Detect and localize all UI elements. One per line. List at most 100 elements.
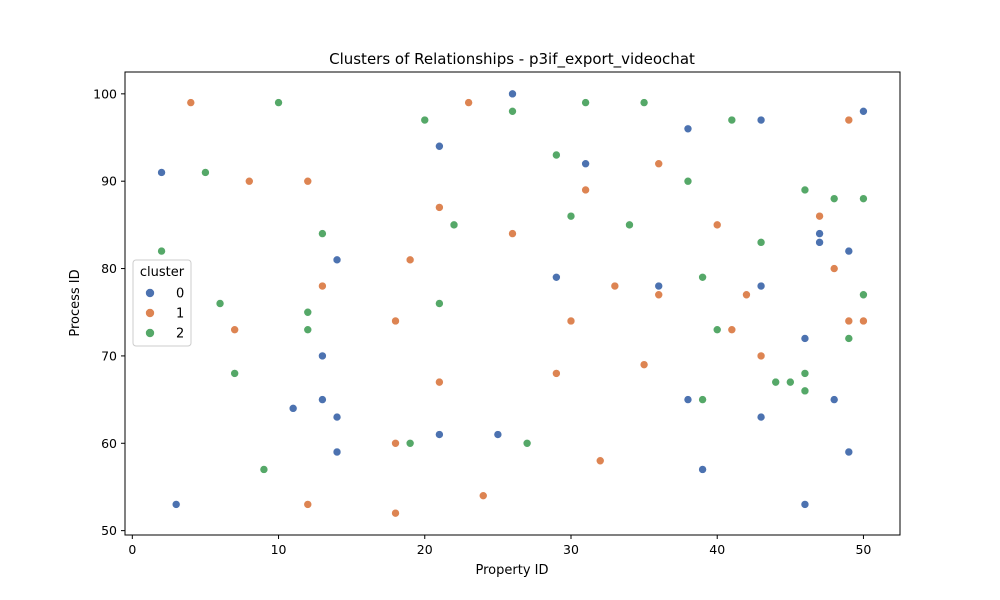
data-point-cluster-0 (756, 412, 766, 422)
data-point-cluster-0 (800, 334, 810, 343)
legend: cluster 0 1 2 (132, 259, 192, 347)
legend-title: cluster (140, 265, 185, 280)
data-point-cluster-0 (435, 430, 444, 439)
legend-marker-cluster-0 (145, 288, 155, 298)
legend-label-cluster-2: 2 (176, 327, 184, 342)
data-point-cluster-1 (610, 281, 620, 291)
x-tick-label: 50 (855, 542, 871, 557)
data-point-cluster-0 (552, 272, 561, 282)
data-point-cluster-0 (698, 465, 707, 474)
data-point-cluster-1 (230, 325, 239, 335)
data-point-cluster-0 (318, 351, 327, 361)
data-point-cluster-1 (391, 508, 400, 518)
data-point-cluster-0 (435, 141, 444, 151)
data-point-cluster-1 (405, 255, 415, 265)
data-point-cluster-1 (508, 229, 517, 238)
data-point-cluster-2 (157, 246, 166, 256)
x-axis-label: Property ID (476, 563, 549, 578)
data-point-cluster-1 (581, 185, 590, 195)
data-point-cluster-0 (332, 447, 342, 457)
data-point-cluster-2 (566, 211, 576, 221)
data-point-cluster-0 (844, 447, 854, 457)
data-point-cluster-2 (786, 377, 795, 387)
data-point-cluster-2 (522, 438, 532, 448)
data-point-cluster-2 (859, 194, 868, 203)
data-point-cluster-0 (493, 430, 503, 439)
data-point-cluster-1 (435, 203, 444, 212)
legend-marker-cluster-1 (145, 308, 155, 318)
data-point-cluster-2 (303, 325, 313, 335)
x-tick-label: 30 (563, 542, 579, 557)
data-point-cluster-1 (756, 351, 766, 361)
data-point-cluster-0 (581, 159, 590, 169)
data-point-cluster-0 (756, 281, 766, 291)
legend-label-cluster-0: 0 (176, 287, 184, 302)
data-point-cluster-1 (566, 316, 576, 326)
data-point-cluster-0 (683, 395, 693, 404)
data-point-cluster-1 (727, 325, 737, 335)
data-point-cluster-2 (303, 307, 313, 317)
data-point-cluster-2 (435, 299, 444, 308)
data-point-cluster-1 (844, 115, 854, 125)
data-point-cluster-2 (756, 238, 766, 247)
data-point-cluster-2 (698, 395, 707, 404)
y-tick-label: 80 (101, 261, 117, 276)
data-point-cluster-2 (698, 272, 707, 282)
data-point-cluster-0 (332, 412, 342, 422)
legend-label-cluster-1: 1 (176, 307, 184, 322)
data-point-cluster-0 (756, 115, 766, 125)
legend-box (132, 259, 192, 347)
data-point-cluster-2 (449, 220, 459, 230)
data-point-cluster-1 (391, 316, 400, 326)
data-point-cluster-1 (464, 98, 473, 107)
data-point-cluster-2 (800, 185, 810, 195)
data-point-cluster-1 (859, 316, 868, 326)
plot-frame (124, 71, 901, 536)
data-point-cluster-1 (303, 500, 313, 509)
y-axis-label: Process ID (68, 269, 83, 336)
data-point-cluster-1 (742, 290, 751, 300)
x-tick-label: 40 (709, 542, 725, 557)
data-point-cluster-2 (405, 438, 415, 448)
data-point-cluster-2 (230, 369, 239, 378)
y-tick-label: 50 (101, 523, 117, 538)
data-point-cluster-2 (771, 377, 781, 387)
data-point-cluster-0 (157, 168, 166, 177)
data-point-cluster-1 (186, 98, 196, 107)
data-point-cluster-2 (215, 299, 225, 308)
data-point-cluster-0 (318, 395, 327, 404)
data-point-cluster-1 (435, 377, 444, 387)
data-point-cluster-2 (508, 107, 517, 116)
x-tick-label: 20 (417, 542, 433, 557)
data-point-cluster-1 (478, 491, 488, 500)
data-point-cluster-1 (244, 176, 254, 186)
data-point-cluster-0 (800, 500, 810, 509)
y-tick-label: 90 (101, 174, 117, 189)
data-point-cluster-0 (815, 238, 824, 247)
data-point-cluster-0 (508, 89, 517, 99)
data-point-cluster-2 (318, 229, 327, 238)
data-point-cluster-0 (859, 107, 868, 116)
data-point-cluster-2 (552, 150, 561, 160)
data-point-cluster-0 (829, 395, 839, 404)
points-layer (157, 89, 868, 518)
chart-title: Clusters of Relationships - p3if_export_… (329, 50, 695, 69)
data-point-cluster-2 (625, 220, 634, 230)
data-point-cluster-1 (815, 211, 824, 221)
data-point-cluster-2 (581, 98, 590, 107)
data-point-cluster-1 (844, 316, 854, 326)
data-point-cluster-1 (595, 456, 605, 466)
data-point-cluster-2 (712, 325, 722, 335)
data-point-cluster-2 (844, 334, 854, 343)
data-point-cluster-1 (391, 438, 400, 448)
data-point-cluster-2 (201, 168, 210, 177)
x-tick-label: 10 (271, 542, 287, 557)
data-point-cluster-2 (800, 386, 810, 396)
data-point-cluster-2 (683, 176, 693, 186)
legend-marker-cluster-2 (145, 328, 155, 338)
data-point-cluster-2 (727, 115, 737, 125)
data-point-cluster-0 (683, 124, 693, 134)
data-point-cluster-0 (288, 404, 298, 413)
data-point-cluster-0 (815, 229, 824, 238)
x-tick-label: 0 (128, 542, 136, 557)
